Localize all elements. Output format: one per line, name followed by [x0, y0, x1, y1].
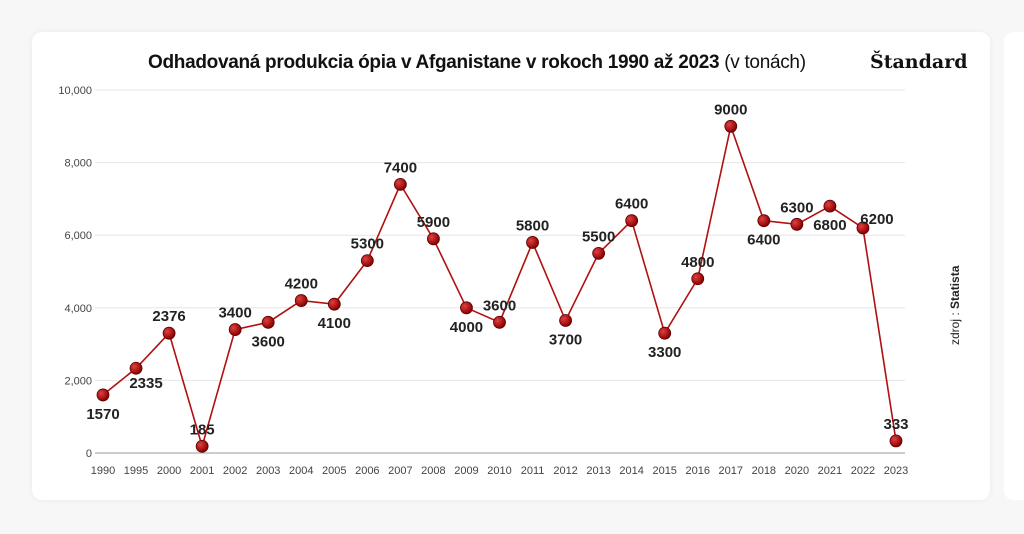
data-point	[658, 326, 672, 340]
x-tick-label: 2003	[256, 465, 280, 477]
data-label: 3300	[648, 344, 681, 361]
data-point	[327, 297, 341, 311]
y-tick-label: 6,000	[64, 230, 92, 242]
x-tick-label: 2001	[190, 465, 214, 477]
y-tick-label: 2,000	[64, 375, 92, 387]
x-tick-label: 2005	[322, 465, 346, 477]
data-point	[856, 221, 870, 235]
data-label: 4000	[450, 319, 483, 336]
data-point	[460, 301, 473, 315]
x-tick-label: 2007	[388, 465, 412, 477]
x-tick-label: 1990	[91, 465, 115, 477]
x-tick-label: 2000	[157, 465, 181, 477]
x-tick-label: 1995	[124, 465, 148, 477]
data-label: 6200	[860, 211, 893, 228]
x-tick-label: 2016	[686, 465, 710, 477]
title-text: Odhadovaná produkcia ópia v Afganistane …	[148, 52, 720, 73]
data-point	[294, 294, 308, 307]
data-label: 5800	[516, 217, 549, 234]
x-tick-label: 2023	[884, 465, 908, 477]
x-tick-label: 2017	[719, 465, 743, 477]
data-label: 5500	[582, 228, 615, 245]
x-tick-label: 2010	[487, 465, 511, 477]
data-point	[195, 439, 209, 453]
chart-card	[32, 32, 990, 500]
x-tick-label: 2006	[355, 465, 379, 477]
x-tick-label: 2013	[586, 465, 610, 477]
chart-title: Odhadovaná produkcia ópia v Afganistane …	[148, 52, 806, 74]
standard-logo: Štandard	[870, 51, 968, 73]
data-label: 6800	[813, 217, 846, 234]
title-unit: (v tonách)	[724, 52, 806, 73]
data-point	[427, 232, 440, 246]
data-point	[757, 214, 771, 228]
x-tick-label: 2021	[818, 465, 842, 477]
adjacent-card	[1004, 32, 1024, 500]
series-line	[102, 123, 897, 450]
data-label: 4800	[681, 254, 714, 271]
y-tick-label: 10,000	[58, 85, 92, 97]
y-tick-label: 0	[86, 448, 92, 460]
x-tick-label: 2008	[421, 465, 445, 477]
x-tick-label: 2002	[223, 465, 247, 477]
data-label: 6400	[747, 232, 780, 249]
data-point	[592, 246, 606, 260]
x-tick-label: 2009	[454, 465, 478, 477]
data-point	[790, 217, 804, 231]
x-tick-label: 2022	[851, 465, 875, 477]
data-label: 9000	[714, 101, 747, 118]
data-label: 3400	[218, 305, 251, 322]
y-tick-label: 8,000	[64, 158, 92, 170]
data-point	[228, 323, 242, 336]
data-label: 6400	[615, 196, 648, 213]
data-point	[823, 199, 837, 213]
data-point	[261, 315, 275, 329]
data-point	[360, 254, 374, 268]
data-label: 1570	[86, 406, 119, 423]
x-tick-label: 2015	[652, 465, 676, 477]
data-point	[162, 326, 176, 340]
data-label: 2335	[129, 375, 162, 392]
x-tick-label: 2018	[752, 465, 776, 477]
data-point	[559, 314, 572, 327]
data-label: 7400	[384, 159, 417, 176]
data-label: 6300	[780, 199, 813, 216]
data-label: 5300	[351, 236, 384, 253]
data-point	[625, 214, 639, 228]
data-label: 4100	[318, 315, 351, 332]
data-point	[724, 119, 738, 133]
data-point	[129, 361, 143, 375]
data-label: 4200	[285, 276, 318, 293]
x-tick-label: 2011	[521, 465, 545, 477]
x-tick-label: 2012	[553, 465, 577, 477]
data-label: 3600	[252, 333, 285, 350]
data-point	[526, 236, 539, 249]
y-tick-label: 4,000	[64, 303, 92, 315]
x-tick-label: 2004	[289, 465, 313, 477]
data-label: 333	[883, 416, 908, 433]
data-point	[96, 388, 110, 402]
data-label: 5900	[417, 214, 450, 231]
data-label: 3700	[549, 332, 582, 349]
data-point	[691, 272, 705, 286]
x-tick-label: 2020	[785, 465, 809, 477]
data-label: 2376	[152, 308, 185, 325]
data-point	[889, 434, 903, 448]
data-point	[493, 315, 506, 329]
data-label: 3600	[483, 297, 516, 314]
data-point	[393, 177, 407, 191]
x-tick-label: 2014	[619, 465, 643, 477]
data-label: 185	[190, 421, 215, 438]
